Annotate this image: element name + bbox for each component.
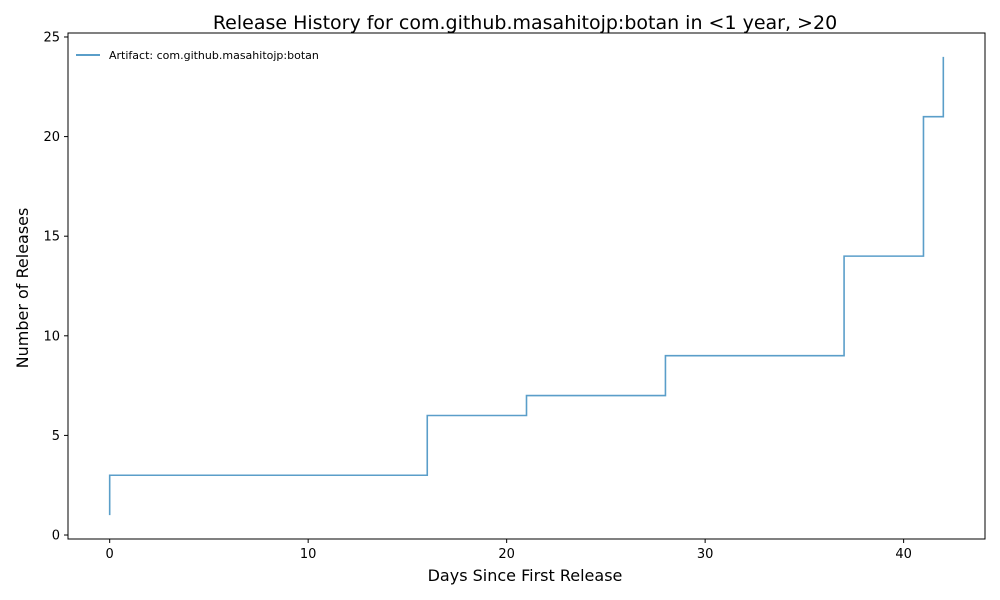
x-tick-label: 20	[498, 547, 515, 562]
x-axis-label: Days Since First Release	[428, 566, 623, 585]
plot-area	[67, 32, 986, 540]
legend-label: Artifact: com.github.masahitojp:botan	[109, 49, 319, 62]
x-tick-label: 10	[300, 547, 317, 562]
series-line	[108, 56, 945, 516]
series-layer	[108, 56, 945, 516]
y-axis-ticks: 0 5 10 15 20 25	[43, 30, 68, 544]
y-tick-label: 0	[52, 529, 60, 544]
y-tick-label: 15	[43, 230, 60, 245]
y-axis-label: Number of Releases	[13, 208, 32, 369]
y-tick-label: 25	[43, 30, 60, 45]
y-tick-label: 10	[43, 329, 60, 344]
x-tick-label: 40	[895, 547, 912, 562]
x-tick-label: 30	[697, 547, 714, 562]
legend: Artifact: com.github.masahitojp:botan	[76, 49, 319, 62]
y-tick-label: 20	[43, 130, 60, 145]
x-tick-label: 0	[106, 547, 114, 562]
chart-title: Release History for com.github.masahitoj…	[213, 12, 837, 34]
x-axis-ticks: 0 10 20 30 40	[106, 539, 912, 562]
y-tick-label: 5	[52, 429, 60, 444]
